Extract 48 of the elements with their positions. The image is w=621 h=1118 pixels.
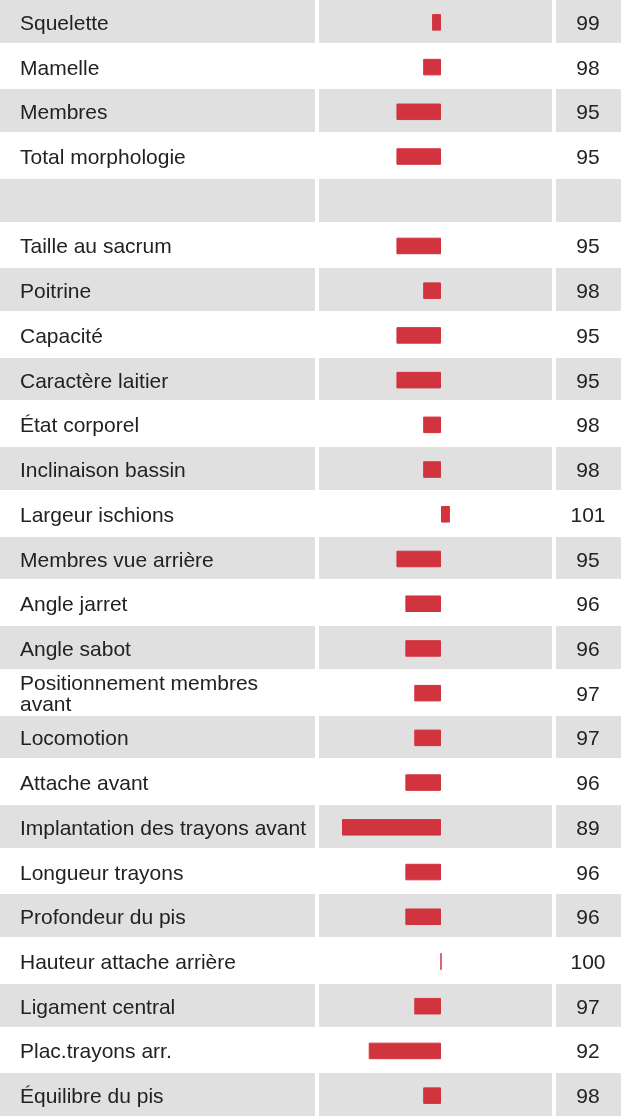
- y-tick-label: Profondeur du pis: [20, 905, 186, 929]
- text: 98: [576, 458, 600, 482]
- text: 95: [576, 547, 600, 571]
- y-tick-label: Taille au sacrum: [20, 234, 172, 258]
- text: 98: [576, 1084, 600, 1108]
- text: 95: [576, 234, 600, 258]
- y-tick-label: Angle jarret: [20, 592, 128, 616]
- y-tick-label: Capacité: [20, 323, 103, 347]
- text: 95: [576, 145, 600, 169]
- text: 95: [576, 368, 600, 392]
- y-tick-label: Positionnement membres avant: [20, 671, 264, 716]
- text: 96: [576, 771, 600, 795]
- y-tick-label: Inclinaison bassin: [20, 458, 186, 482]
- y-tick-label: Squelette: [20, 10, 109, 34]
- y-tick-label: Attache avant: [20, 771, 149, 795]
- y-tick-label: Poitrine: [20, 279, 92, 303]
- text: 89: [576, 815, 600, 839]
- text: 97: [576, 681, 600, 705]
- y-tick-label: Locomotion: [20, 726, 129, 750]
- text: 96: [576, 636, 600, 660]
- y-tick-label: Caractère laitier: [20, 368, 169, 392]
- y-tick-label: Longueur trayons: [20, 860, 184, 884]
- y-tick-label: Hauteur attache arrière: [20, 949, 236, 973]
- text: 96: [576, 592, 600, 616]
- text: 101: [570, 502, 606, 526]
- text: 96: [576, 905, 600, 929]
- y-tick-label: Ligament central: [20, 994, 176, 1018]
- text: 98: [576, 55, 600, 79]
- y-tick-label: Plac.trayons arr.: [20, 1039, 172, 1063]
- text: 95: [576, 100, 600, 124]
- y-tick-label: État corporel: [20, 413, 140, 437]
- y-tick-label: Membres: [20, 100, 108, 124]
- y-tick-label: Mamelle: [20, 55, 100, 79]
- text: 98: [576, 279, 600, 303]
- y-tick-label: Largeur ischions: [20, 502, 175, 526]
- y-tick-label: Implantation des trayons avant: [20, 815, 307, 839]
- text: 97: [576, 726, 600, 750]
- y-tick-label: Membres vue arrière: [20, 547, 214, 571]
- y-tick-label: Angle sabot: [20, 636, 132, 660]
- text: 97: [576, 994, 600, 1018]
- y-tick-label: Total morphologie: [20, 145, 186, 169]
- text: 100: [570, 949, 606, 973]
- text: 96: [576, 860, 600, 884]
- text: 98: [576, 413, 600, 437]
- text: 92: [576, 1039, 600, 1063]
- y-tick-label: Équilibre du pis: [20, 1084, 164, 1108]
- text: 95: [576, 323, 600, 347]
- text: 99: [576, 10, 600, 34]
